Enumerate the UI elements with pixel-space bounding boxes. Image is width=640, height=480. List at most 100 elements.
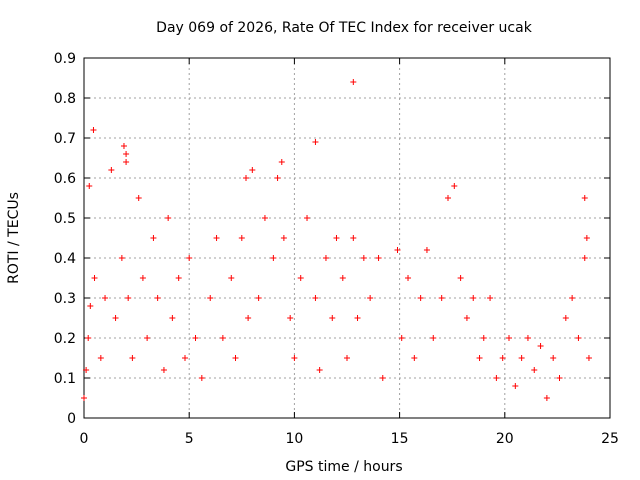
data-points <box>81 79 592 401</box>
data-point <box>90 127 97 133</box>
y-tick-label: 0.8 <box>54 91 76 107</box>
data-point <box>175 275 182 281</box>
data-point <box>575 335 582 341</box>
data-point <box>398 335 405 341</box>
data-point <box>297 275 304 281</box>
x-axis-label: GPS time / hours <box>285 459 402 475</box>
data-point <box>499 355 506 361</box>
data-point <box>102 295 109 301</box>
chart-title: Day 069 of 2026, Rate Of TEC Index for r… <box>156 20 533 36</box>
data-point <box>375 255 382 261</box>
data-point <box>85 335 92 341</box>
data-point <box>207 295 214 301</box>
data-point <box>470 295 477 301</box>
data-point <box>86 183 93 189</box>
y-tick-label: 0.2 <box>54 331 76 347</box>
x-tick-label: 0 <box>80 431 89 447</box>
data-point <box>243 175 250 181</box>
data-point <box>186 255 193 261</box>
data-point <box>261 215 268 221</box>
data-point <box>350 235 357 241</box>
y-tick-label: 0.9 <box>54 51 76 67</box>
data-point <box>344 355 350 361</box>
data-point <box>493 375 500 381</box>
data-point <box>97 355 104 361</box>
data-point <box>367 295 374 301</box>
data-point <box>583 235 590 241</box>
data-point <box>270 255 277 261</box>
data-point <box>123 159 130 165</box>
data-point <box>287 315 294 321</box>
data-point <box>312 295 319 301</box>
grid-lines <box>84 58 610 418</box>
data-point <box>129 355 136 361</box>
data-point <box>394 247 401 253</box>
data-point <box>291 355 298 361</box>
data-point <box>581 195 588 201</box>
data-point <box>405 275 412 281</box>
data-point <box>537 343 544 349</box>
data-point <box>213 235 220 241</box>
data-point <box>556 375 563 381</box>
data-point <box>255 295 262 301</box>
y-tick-label: 0.1 <box>54 371 76 387</box>
y-tick-label: 0.7 <box>54 131 76 147</box>
y-tick-label: 0 <box>67 411 76 427</box>
data-point <box>417 295 424 301</box>
data-point <box>150 235 157 241</box>
data-point <box>249 167 256 173</box>
data-point <box>154 295 161 301</box>
data-point <box>228 275 235 281</box>
data-point <box>480 335 487 341</box>
x-tick-label: 20 <box>496 431 514 447</box>
x-tick-label: 15 <box>391 431 409 447</box>
data-point <box>524 335 531 341</box>
data-point <box>569 295 576 301</box>
x-tick-label: 10 <box>285 431 303 447</box>
data-point <box>120 143 127 149</box>
data-point <box>83 367 90 373</box>
data-point <box>444 195 451 201</box>
data-point <box>379 375 386 381</box>
y-tick-label: 0.3 <box>54 291 76 307</box>
data-point <box>562 315 569 321</box>
plot-frame <box>83 57 611 419</box>
data-point <box>160 367 167 373</box>
data-point <box>169 315 176 321</box>
data-point <box>139 275 146 281</box>
data-point <box>430 335 437 341</box>
data-point <box>238 235 245 241</box>
data-point <box>125 295 132 301</box>
data-point <box>118 255 125 261</box>
data-point <box>165 215 172 221</box>
data-point <box>135 195 142 201</box>
data-point <box>360 255 367 261</box>
y-tick-label: 0.5 <box>54 211 76 227</box>
data-point <box>304 215 311 221</box>
data-point <box>144 335 151 341</box>
data-point <box>112 315 119 321</box>
axis-ticks: 0 5 10 15 20 25 0 0.1 0.2 0.3 0.4 0.5 0.6 0.7 0.8 0.9 <box>54 51 619 447</box>
data-point <box>280 235 287 241</box>
data-point <box>312 139 319 145</box>
data-point <box>322 255 329 261</box>
x-tick-label: 25 <box>601 431 619 447</box>
data-point <box>339 275 346 281</box>
data-point <box>451 183 458 189</box>
data-point <box>585 355 592 361</box>
data-point <box>463 315 470 321</box>
data-point <box>192 335 199 341</box>
y-axis-label: ROTI / TECUs <box>6 192 22 284</box>
data-point <box>543 395 550 401</box>
data-point <box>518 355 525 361</box>
data-point <box>438 295 445 301</box>
y-tick-label: 0.4 <box>54 251 76 267</box>
data-point <box>91 275 98 281</box>
data-point <box>550 355 557 361</box>
data-point <box>123 151 130 157</box>
data-point <box>219 335 226 341</box>
data-point <box>411 355 418 361</box>
data-point <box>531 367 538 373</box>
data-point <box>476 355 483 361</box>
